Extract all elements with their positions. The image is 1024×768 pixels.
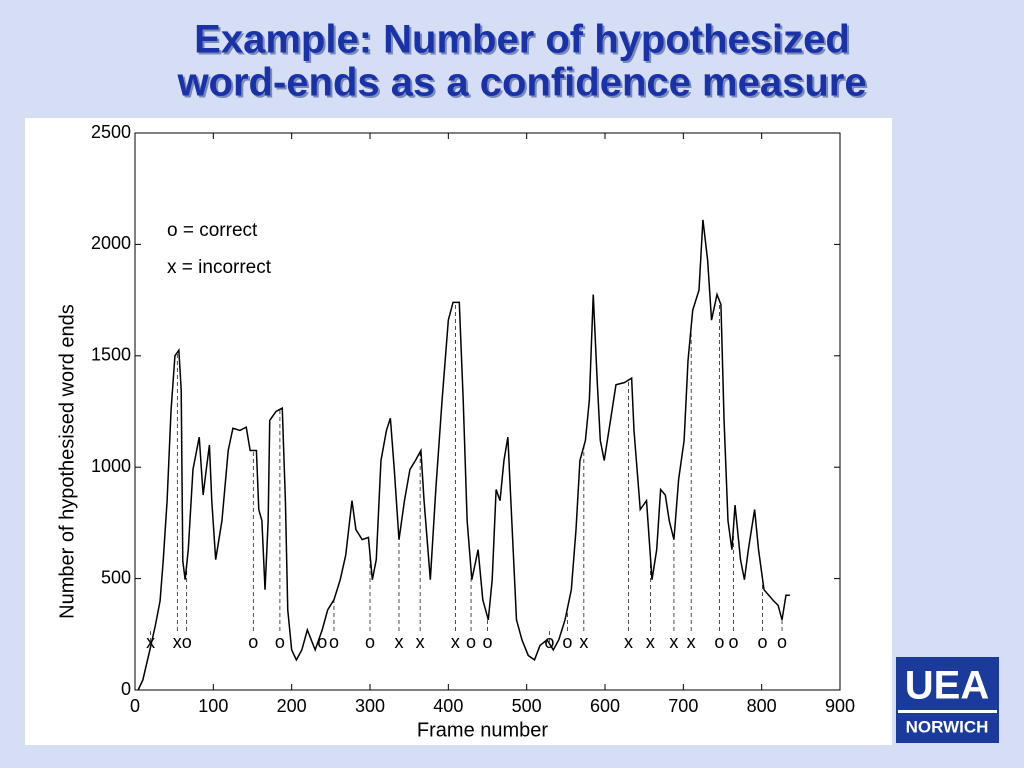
word-end-marker: o (757, 632, 767, 652)
word-end-marker: o (182, 632, 192, 652)
word-end-marker: x (416, 632, 425, 652)
word-end-marker: o (728, 632, 738, 652)
logo-rule (898, 710, 997, 713)
x-tick-label: 0 (130, 696, 140, 716)
y-tick-label: 1000 (91, 456, 131, 476)
plot-frame (134, 132, 841, 691)
x-tick-label: 500 (512, 696, 542, 716)
word-end-marker: x (146, 632, 155, 652)
x-tick-label: 800 (747, 696, 777, 716)
logo (896, 657, 999, 743)
word-end-marker: o (714, 632, 724, 652)
word-end-marker: x (687, 632, 696, 652)
word-end-marker: x (624, 632, 633, 652)
word-end-marker: x (173, 632, 182, 652)
x-tick-label: 900 (825, 696, 855, 716)
x-tick-label: 400 (433, 696, 463, 716)
word-end-marker: o (317, 632, 327, 652)
x-tick-label: 300 (355, 696, 385, 716)
word-end-marker: x (451, 632, 460, 652)
word-end-marker: o (777, 632, 787, 652)
x-axis-label: Frame number (417, 719, 548, 741)
x-tick-label: 600 (590, 696, 620, 716)
word-end-marker: x (646, 632, 655, 652)
word-end-marker: x (669, 632, 678, 652)
word-end-marker: o (275, 632, 285, 652)
legend-text: o = correct (167, 220, 258, 241)
y-axis-label: Number of hypothesised word ends (56, 304, 78, 619)
slide-title: word-ends as a confidence measure (176, 61, 866, 105)
word-end-marker: x (579, 632, 588, 652)
word-end-marker: o (562, 632, 572, 652)
data-line (137, 219, 790, 691)
word-end-marker: o (248, 632, 258, 652)
logo-text: UEA (905, 664, 989, 708)
word-end-marker: o (329, 632, 339, 652)
word-end-marker: o (544, 632, 554, 652)
y-tick-label: 0 (121, 679, 131, 699)
x-tick-label: 200 (277, 696, 307, 716)
y-tick-label: 1500 (91, 345, 131, 365)
y-tick-label: 500 (101, 567, 131, 587)
x-tick-label: 700 (668, 696, 698, 716)
word-end-marker: o (365, 632, 375, 652)
word-end-marker: x (394, 632, 403, 652)
logo-text: NORWICH (906, 717, 989, 736)
x-tick-label: 100 (198, 696, 228, 716)
slide-title: Example: Number of hypothesized (194, 18, 850, 62)
title-shadow: word-ends as a confidence measure (178, 63, 868, 107)
word-end-marker: o (482, 632, 492, 652)
y-tick-label: 2000 (91, 233, 131, 253)
legend-text: x = incorrect (167, 257, 272, 278)
y-tick-label: 2500 (91, 122, 131, 142)
word-end-marker: o (466, 632, 476, 652)
title-shadow: Example: Number of hypothesized (196, 20, 852, 64)
